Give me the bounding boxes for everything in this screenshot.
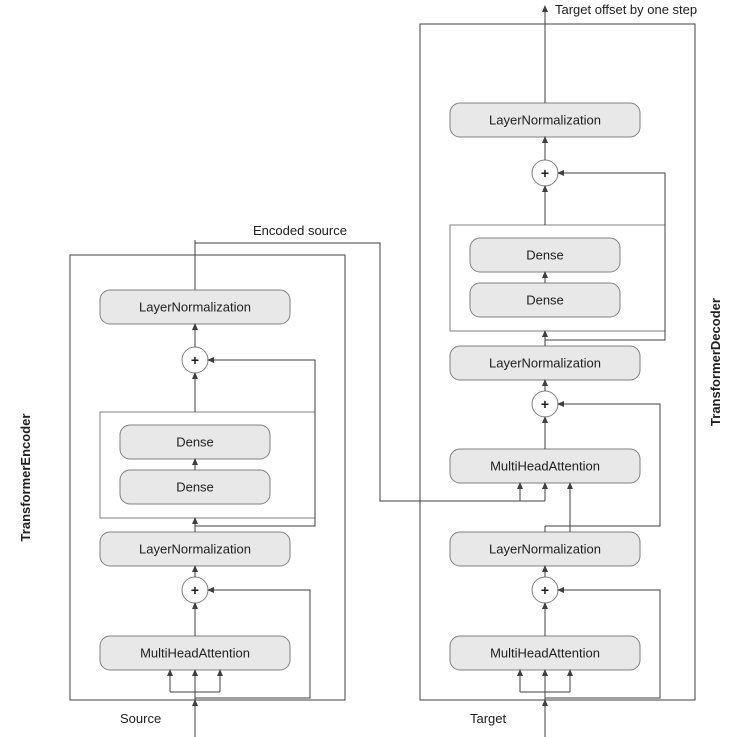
encoder-add2-plus: + <box>191 352 199 368</box>
encoder-add1-plus: + <box>191 582 199 598</box>
decoder-output-label: Target offset by one step <box>555 2 697 17</box>
encoded-source-label: Encoded source <box>253 223 347 238</box>
encoder-input-label: Source <box>120 711 161 726</box>
decoder-add2-plus: + <box>541 396 549 412</box>
decoder-mha2-label: MultiHeadAttention <box>490 459 600 474</box>
decoder-mha1-label: MultiHeadAttention <box>490 646 600 661</box>
decoder-add1-plus: + <box>541 582 549 598</box>
decoder-input-label: Target <box>470 711 507 726</box>
decoder-ln1-label: LayerNormalization <box>489 542 601 557</box>
decoder-ln3-label: LayerNormalization <box>489 113 601 128</box>
encoder-ln2-label: LayerNormalization <box>139 300 251 315</box>
decoder-add3-plus: + <box>541 165 549 181</box>
decoder-ln2-label: LayerNormalization <box>489 356 601 371</box>
decoder-dense1-label: Dense <box>526 293 564 308</box>
encoder-mha-label: MultiHeadAttention <box>140 646 250 661</box>
decoder-dense2-label: Dense <box>526 248 564 263</box>
encoder-dense2-label: Dense <box>176 435 214 450</box>
encoder-ln1-label: LayerNormalization <box>139 542 251 557</box>
encoder-dense1-label: Dense <box>176 480 214 495</box>
decoder-side-label: TransformerDecoder <box>708 298 723 426</box>
encoder-side-label: TransformerEncoder <box>18 414 33 542</box>
